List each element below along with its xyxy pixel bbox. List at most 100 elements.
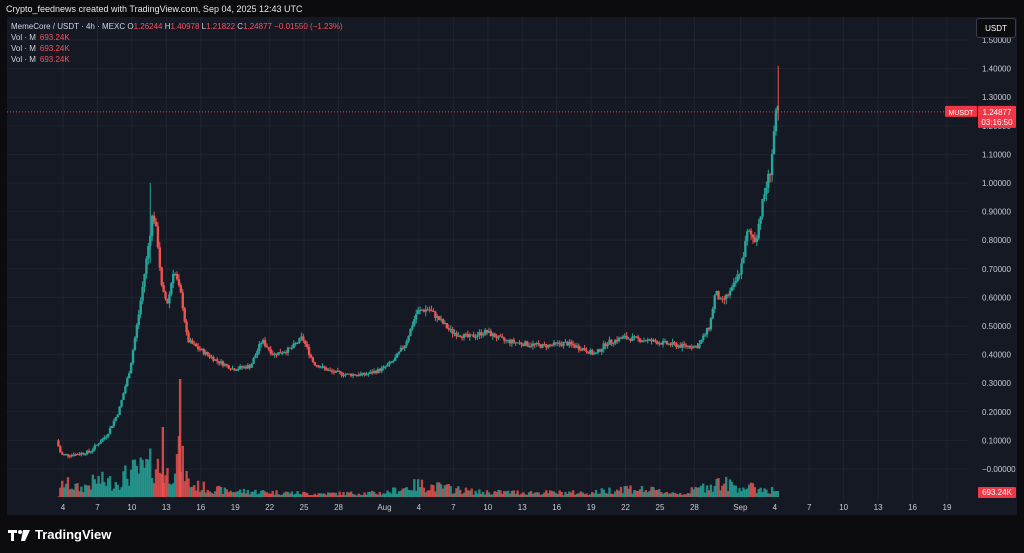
- candle-body: [763, 194, 766, 199]
- x-tick-label: 16: [552, 503, 561, 512]
- volume-bar: [269, 493, 272, 497]
- candle-body: [640, 340, 644, 342]
- volume-bar: [439, 484, 443, 497]
- candle-body: [696, 345, 699, 349]
- candle-body: [189, 340, 192, 343]
- volume-bar: [763, 488, 766, 497]
- volume-bar: [445, 484, 449, 497]
- volume-bar: [537, 492, 540, 497]
- candle-body: [302, 336, 305, 341]
- volume-bar: [702, 483, 705, 497]
- volume-bar: [367, 491, 370, 497]
- x-tick-label: 4: [417, 503, 422, 512]
- candle-body: [644, 340, 648, 342]
- volume-legend-row[interactable]: Vol · M 693.24K: [11, 33, 70, 42]
- x-tick-label: 7: [451, 503, 456, 512]
- candle-body: [85, 450, 89, 455]
- volume-bar: [334, 492, 338, 497]
- volume-bar: [124, 465, 127, 497]
- candle-body: [407, 336, 410, 342]
- candle-body: [439, 319, 443, 321]
- volume-bar: [294, 493, 297, 497]
- currency-button[interactable]: USDT: [976, 18, 1016, 38]
- volume-bar: [344, 495, 347, 497]
- volume-legend-row[interactable]: Vol · M 693.24K: [11, 44, 70, 53]
- high-value: 1.40978: [170, 22, 200, 31]
- volume-bar: [376, 494, 380, 497]
- volume-bar: [495, 491, 498, 497]
- volume-bar: [212, 493, 215, 497]
- candle-body: [744, 241, 747, 258]
- volume-value: 693.24K: [39, 55, 70, 64]
- volume-bar: [397, 491, 401, 497]
- volume-bar: [489, 494, 493, 497]
- volume-bar: [129, 469, 133, 497]
- volume-bar: [363, 492, 366, 497]
- y-tick-label: 1.00000: [982, 179, 1011, 188]
- candle-body: [315, 365, 318, 367]
- candle-body: [675, 343, 678, 348]
- candle-body: [621, 336, 625, 339]
- candle-body: [734, 280, 737, 283]
- chart-panel[interactable]: [7, 17, 1017, 515]
- candle-body: [327, 369, 330, 371]
- volume-bar: [252, 491, 255, 497]
- volume-bar: [602, 489, 605, 497]
- volume-bar: [535, 492, 538, 497]
- candle-body: [177, 279, 181, 286]
- volume-bar: [746, 488, 749, 497]
- symbol-label[interactable]: MemeCore / USDT · 4h · MEXC: [11, 22, 126, 31]
- volume-bar: [418, 486, 422, 497]
- volume-bar: [233, 492, 236, 497]
- volume-bar: [319, 493, 322, 497]
- price-tag-countdown: 03:16:50: [981, 118, 1013, 127]
- volume-bar: [359, 494, 362, 497]
- volume-bar: [149, 448, 152, 497]
- volume-legend-row[interactable]: Vol · M 693.24K: [11, 55, 70, 64]
- candle-body: [238, 366, 242, 369]
- candle-body: [522, 344, 525, 346]
- candle-body: [240, 366, 244, 368]
- volume-bar: [592, 493, 596, 497]
- volume-bar: [520, 493, 523, 497]
- candle-body: [319, 367, 322, 369]
- volume-label: Vol · M: [11, 44, 36, 53]
- volume-bar: [311, 494, 315, 497]
- candle-body: [242, 366, 246, 368]
- candle-body: [491, 333, 494, 337]
- volume-bar: [126, 478, 129, 497]
- candle-body: [325, 367, 328, 371]
- volume-bar: [261, 490, 265, 497]
- open-label: O: [127, 22, 134, 31]
- volume-bar: [265, 492, 269, 497]
- volume-bar: [116, 484, 119, 497]
- volume-bar: [392, 487, 395, 497]
- volume-bar: [512, 490, 516, 497]
- volume-bar: [485, 490, 489, 497]
- candle-body: [334, 370, 338, 373]
- candle-body: [321, 366, 324, 368]
- volume-bar: [271, 490, 274, 497]
- volume-bar: [97, 475, 100, 497]
- candle-body: [120, 399, 123, 407]
- volume-bar: [221, 493, 225, 497]
- volume-bar: [325, 495, 328, 497]
- y-tick-label: 0.90000: [982, 208, 1011, 217]
- volume-bar: [342, 492, 345, 497]
- volume-bar: [348, 492, 351, 497]
- candle-body: [150, 215, 154, 236]
- candle-body: [707, 327, 711, 330]
- volume-bar: [661, 493, 665, 497]
- candle-body: [317, 365, 320, 368]
- candle-body: [472, 334, 475, 338]
- tradingview-branding[interactable]: TradingView: [8, 527, 111, 542]
- x-tick-label: 10: [127, 503, 136, 512]
- volume-bar: [430, 484, 433, 497]
- volume-bar: [357, 493, 361, 497]
- candle-body: [510, 339, 514, 344]
- volume-bar: [610, 493, 613, 497]
- volume-bar: [411, 490, 414, 497]
- volume-bar: [577, 493, 581, 497]
- candle-body: [715, 290, 718, 296]
